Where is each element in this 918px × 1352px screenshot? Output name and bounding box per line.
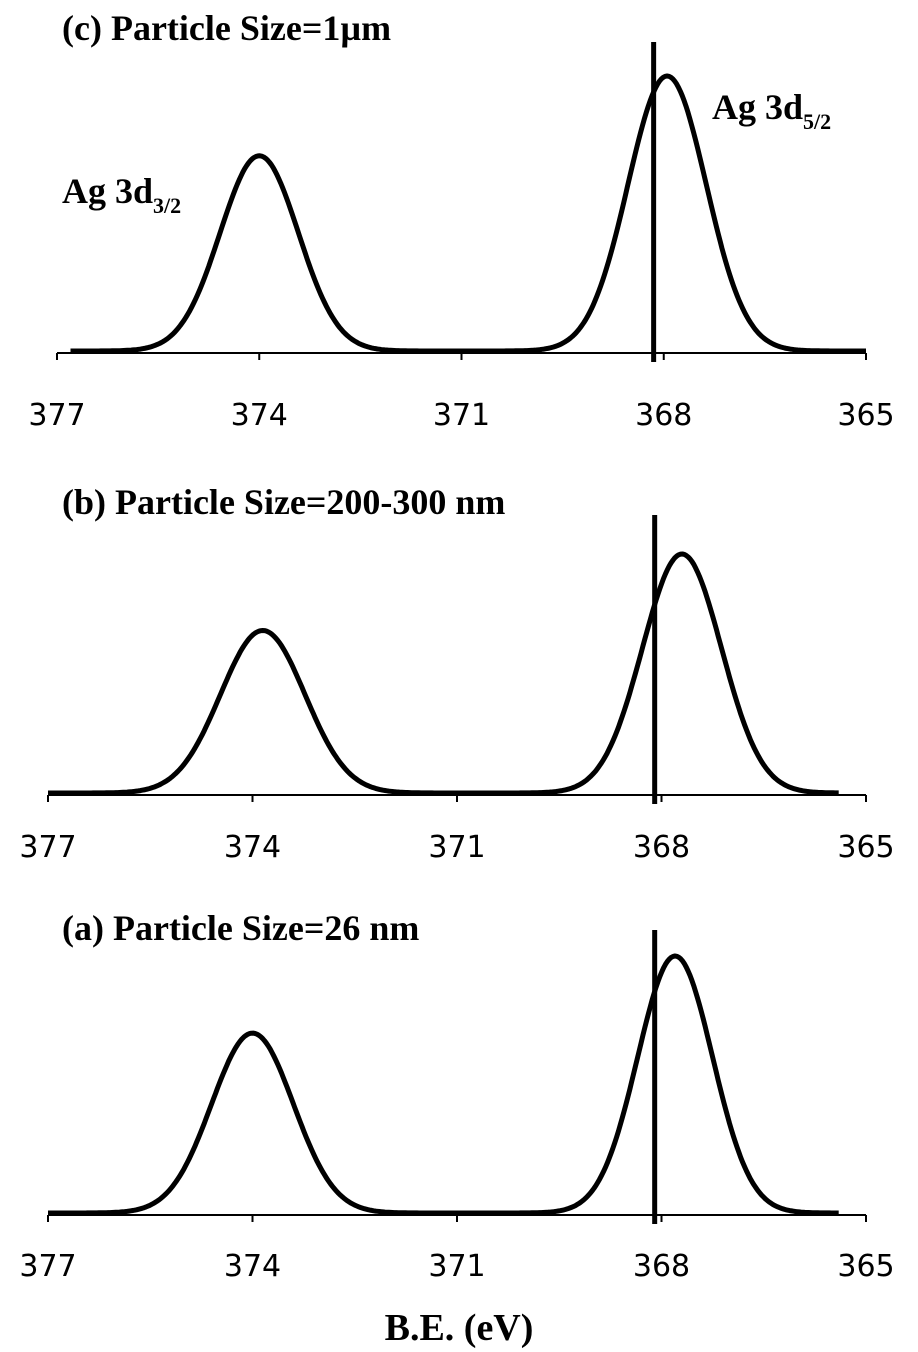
x-tick-label: 371 bbox=[428, 830, 485, 865]
x-tick-label: 371 bbox=[433, 398, 490, 433]
x-tick-label: 368 bbox=[633, 830, 690, 865]
chart-panel: (c) Particle Size=1µm 377 374 371 368 365 bbox=[28, 8, 894, 433]
x-tick-label: 365 bbox=[837, 1249, 894, 1284]
panel-title: (b) Particle Size=200-300 nm bbox=[62, 482, 505, 522]
spectrum-line bbox=[47, 551, 840, 796]
x-tick-label: 377 bbox=[28, 398, 85, 433]
spectrum-line bbox=[69, 73, 867, 354]
panel-title: (c) Particle Size=1µm bbox=[62, 8, 391, 48]
peak-label-ag-3d-5-2-sub: 5/2 bbox=[803, 109, 831, 134]
peak-label-ag-3d-5-2-main: Ag 3d bbox=[712, 87, 803, 127]
x-tick-label: 374 bbox=[224, 1249, 281, 1284]
x-tick-label: 377 bbox=[19, 1249, 76, 1284]
x-tick-label: 374 bbox=[224, 830, 281, 865]
chart-panel: (a) Particle Size=26 nm 377 374 371 368 365 bbox=[19, 908, 894, 1284]
panel-title: (a) Particle Size=26 nm bbox=[62, 908, 419, 948]
x-tick-label: 374 bbox=[231, 398, 288, 433]
chart-panel: (b) Particle Size=200-300 nm 377 374 371 368… bbox=[19, 482, 894, 865]
x-tick-label: 365 bbox=[837, 830, 894, 865]
x-tick-label: 371 bbox=[428, 1249, 485, 1284]
x-axis-label: B.E. (eV) bbox=[385, 1307, 534, 1349]
peak-label-ag-3d-5-2: Ag 3d5/2 bbox=[712, 87, 831, 134]
x-tick-label: 377 bbox=[19, 830, 76, 865]
x-tick-label: 368 bbox=[635, 398, 692, 433]
spectrum-line bbox=[47, 953, 840, 1216]
x-tick-label: 365 bbox=[837, 398, 894, 433]
peak-label-ag-3d-3-2-main: Ag 3d bbox=[62, 171, 153, 211]
peak-label-ag-3d-3-2: Ag 3d3/2 bbox=[62, 171, 181, 218]
peak-label-ag-3d-3-2-sub: 3/2 bbox=[153, 193, 181, 218]
x-tick-label: 368 bbox=[633, 1249, 690, 1284]
